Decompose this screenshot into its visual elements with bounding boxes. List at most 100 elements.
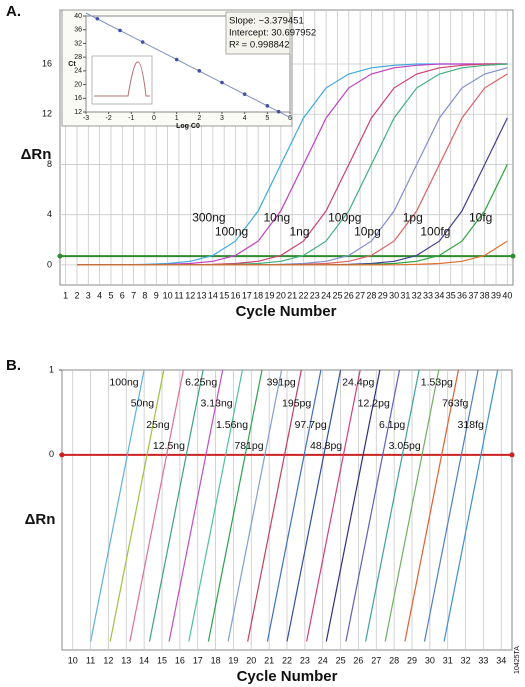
series-line bbox=[188, 369, 243, 642]
y-tick-label: 28 bbox=[74, 54, 82, 61]
series-line bbox=[168, 369, 224, 642]
threshold-handle bbox=[510, 253, 516, 259]
x-tick-label: 27 bbox=[355, 290, 365, 300]
panel-label: A. bbox=[6, 3, 21, 20]
curve-label: 48.8pg bbox=[310, 440, 342, 452]
x-tick-label: 29 bbox=[378, 290, 388, 300]
x-tick-label: 5 bbox=[108, 290, 113, 300]
x-tick-label: 12 bbox=[103, 655, 113, 665]
x-tick-label: 27 bbox=[371, 655, 381, 665]
curve-label: 195pg bbox=[282, 398, 311, 410]
series-line bbox=[266, 369, 322, 642]
x-tick-label: 39 bbox=[491, 290, 501, 300]
curve-label: 1.56ng bbox=[216, 419, 248, 431]
x-tick-label: 21 bbox=[264, 655, 274, 665]
x-tick-label: 34 bbox=[434, 290, 444, 300]
x-tick-label: 25 bbox=[332, 290, 342, 300]
x-tick-label: 18 bbox=[253, 290, 263, 300]
x-tick-label: 15 bbox=[157, 655, 167, 665]
x-tick-label: 32 bbox=[412, 290, 422, 300]
curve-label: 100ng bbox=[215, 224, 248, 238]
curve-label: 25ng bbox=[146, 419, 170, 431]
y-tick-label: 0 bbox=[49, 449, 54, 459]
x-tick-label: 22 bbox=[298, 290, 308, 300]
x-tick-label: -1 bbox=[128, 115, 134, 122]
curve-label: 24.4pg bbox=[342, 377, 374, 389]
x-tick-label: 33 bbox=[478, 655, 488, 665]
x-tick-label: 12 bbox=[185, 290, 195, 300]
x-tick-label: 20 bbox=[276, 290, 286, 300]
y-axis-label: Ct bbox=[68, 61, 76, 68]
curve-label: 300ng bbox=[192, 210, 225, 224]
x-tick-label: 17 bbox=[193, 655, 203, 665]
annotation: R² = 0.998842 bbox=[229, 40, 289, 51]
x-tick-label: 11 bbox=[174, 290, 183, 300]
data-point bbox=[265, 104, 270, 108]
series-line bbox=[404, 369, 459, 642]
x-tick-label: 36 bbox=[457, 290, 467, 300]
x-tick-label: 34 bbox=[496, 655, 506, 665]
x-tick-label: 21 bbox=[287, 290, 297, 300]
x-tick-label: 1 bbox=[175, 115, 179, 122]
curve-label: 1pg bbox=[403, 210, 423, 224]
x-tick-label: 7 bbox=[131, 290, 136, 300]
curve-label: 6.1pg bbox=[379, 419, 405, 431]
x-tick-label: 4 bbox=[97, 290, 102, 300]
x-tick-label: 31 bbox=[443, 655, 453, 665]
x-tick-label: 3 bbox=[86, 290, 91, 300]
x-tick-label: 2 bbox=[197, 115, 201, 122]
curve-label: 50ng bbox=[131, 398, 155, 410]
x-axis-label: Cycle Number bbox=[237, 668, 338, 685]
x-tick-label: 10 bbox=[68, 655, 78, 665]
x-tick-label: 25 bbox=[336, 655, 346, 665]
x-tick-label: 29 bbox=[407, 655, 417, 665]
x-tick-label: 28 bbox=[389, 655, 399, 665]
x-tick-label: 23 bbox=[300, 655, 310, 665]
x-tick-label: 2 bbox=[74, 290, 79, 300]
y-tick-label: 16 bbox=[74, 95, 82, 102]
x-tick-label: 4 bbox=[243, 115, 247, 122]
curve-label: 12.5ng bbox=[153, 440, 185, 452]
series-line bbox=[286, 369, 342, 642]
x-tick-label: 19 bbox=[228, 655, 238, 665]
mini-amplification-plot bbox=[91, 55, 153, 105]
x-tick-label: 33 bbox=[423, 290, 433, 300]
x-axis-label: Cycle Number bbox=[236, 303, 337, 320]
x-tick-label: 31 bbox=[400, 290, 410, 300]
curve-label: 3.05pg bbox=[389, 440, 421, 452]
panel-label: B. bbox=[6, 357, 21, 374]
curve-label: 10fg bbox=[469, 210, 492, 224]
series-line bbox=[423, 369, 479, 642]
y-tick-label: 36 bbox=[74, 27, 82, 34]
x-tick-label: 22 bbox=[282, 655, 292, 665]
data-point bbox=[174, 57, 179, 62]
x-tick-label: -2 bbox=[106, 115, 112, 122]
data-point bbox=[197, 69, 202, 73]
x-axis-label: Log C0 bbox=[176, 123, 200, 130]
series-line bbox=[207, 369, 263, 642]
curve-label: 6.25ng bbox=[185, 377, 217, 389]
x-tick-label: 20 bbox=[246, 655, 256, 665]
x-tick-label: 40 bbox=[502, 290, 512, 300]
curve-label: 97.7pg bbox=[295, 419, 327, 431]
curve-label: 10pg bbox=[354, 224, 381, 238]
x-tick-label: 28 bbox=[366, 290, 376, 300]
series-line bbox=[77, 240, 508, 266]
series-line bbox=[129, 369, 184, 642]
x-tick-label: 38 bbox=[480, 290, 490, 300]
threshold-handle bbox=[59, 452, 65, 458]
y-axis-label: ΔRn bbox=[25, 511, 56, 528]
curve-label: 100ng bbox=[109, 377, 138, 389]
x-tick-label: 30 bbox=[425, 655, 435, 665]
curve-label: 100pg bbox=[328, 210, 361, 224]
y-tick-label: 12 bbox=[74, 109, 82, 116]
annotation: Intercept: 30.697952 bbox=[229, 28, 316, 39]
x-tick-label: 3 bbox=[220, 115, 224, 122]
x-tick-label: 23 bbox=[310, 290, 320, 300]
x-tick-label: 35 bbox=[446, 290, 456, 300]
x-tick-label: 11 bbox=[86, 655, 95, 665]
y-tick-label: 32 bbox=[74, 40, 82, 47]
x-tick-label: -3 bbox=[83, 115, 89, 122]
x-tick-label: 14 bbox=[139, 655, 149, 665]
